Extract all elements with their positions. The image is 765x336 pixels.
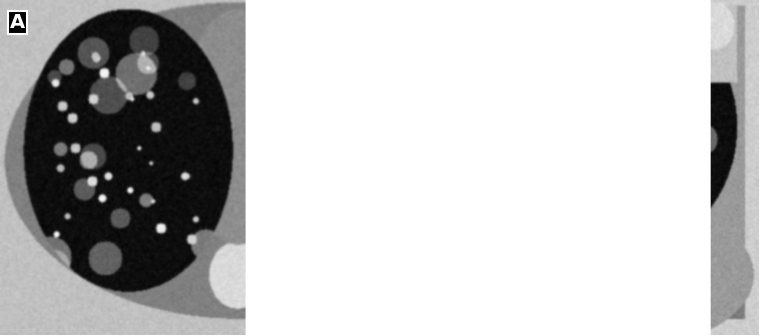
Text: B: B xyxy=(487,13,502,33)
Text: A: A xyxy=(9,13,24,33)
